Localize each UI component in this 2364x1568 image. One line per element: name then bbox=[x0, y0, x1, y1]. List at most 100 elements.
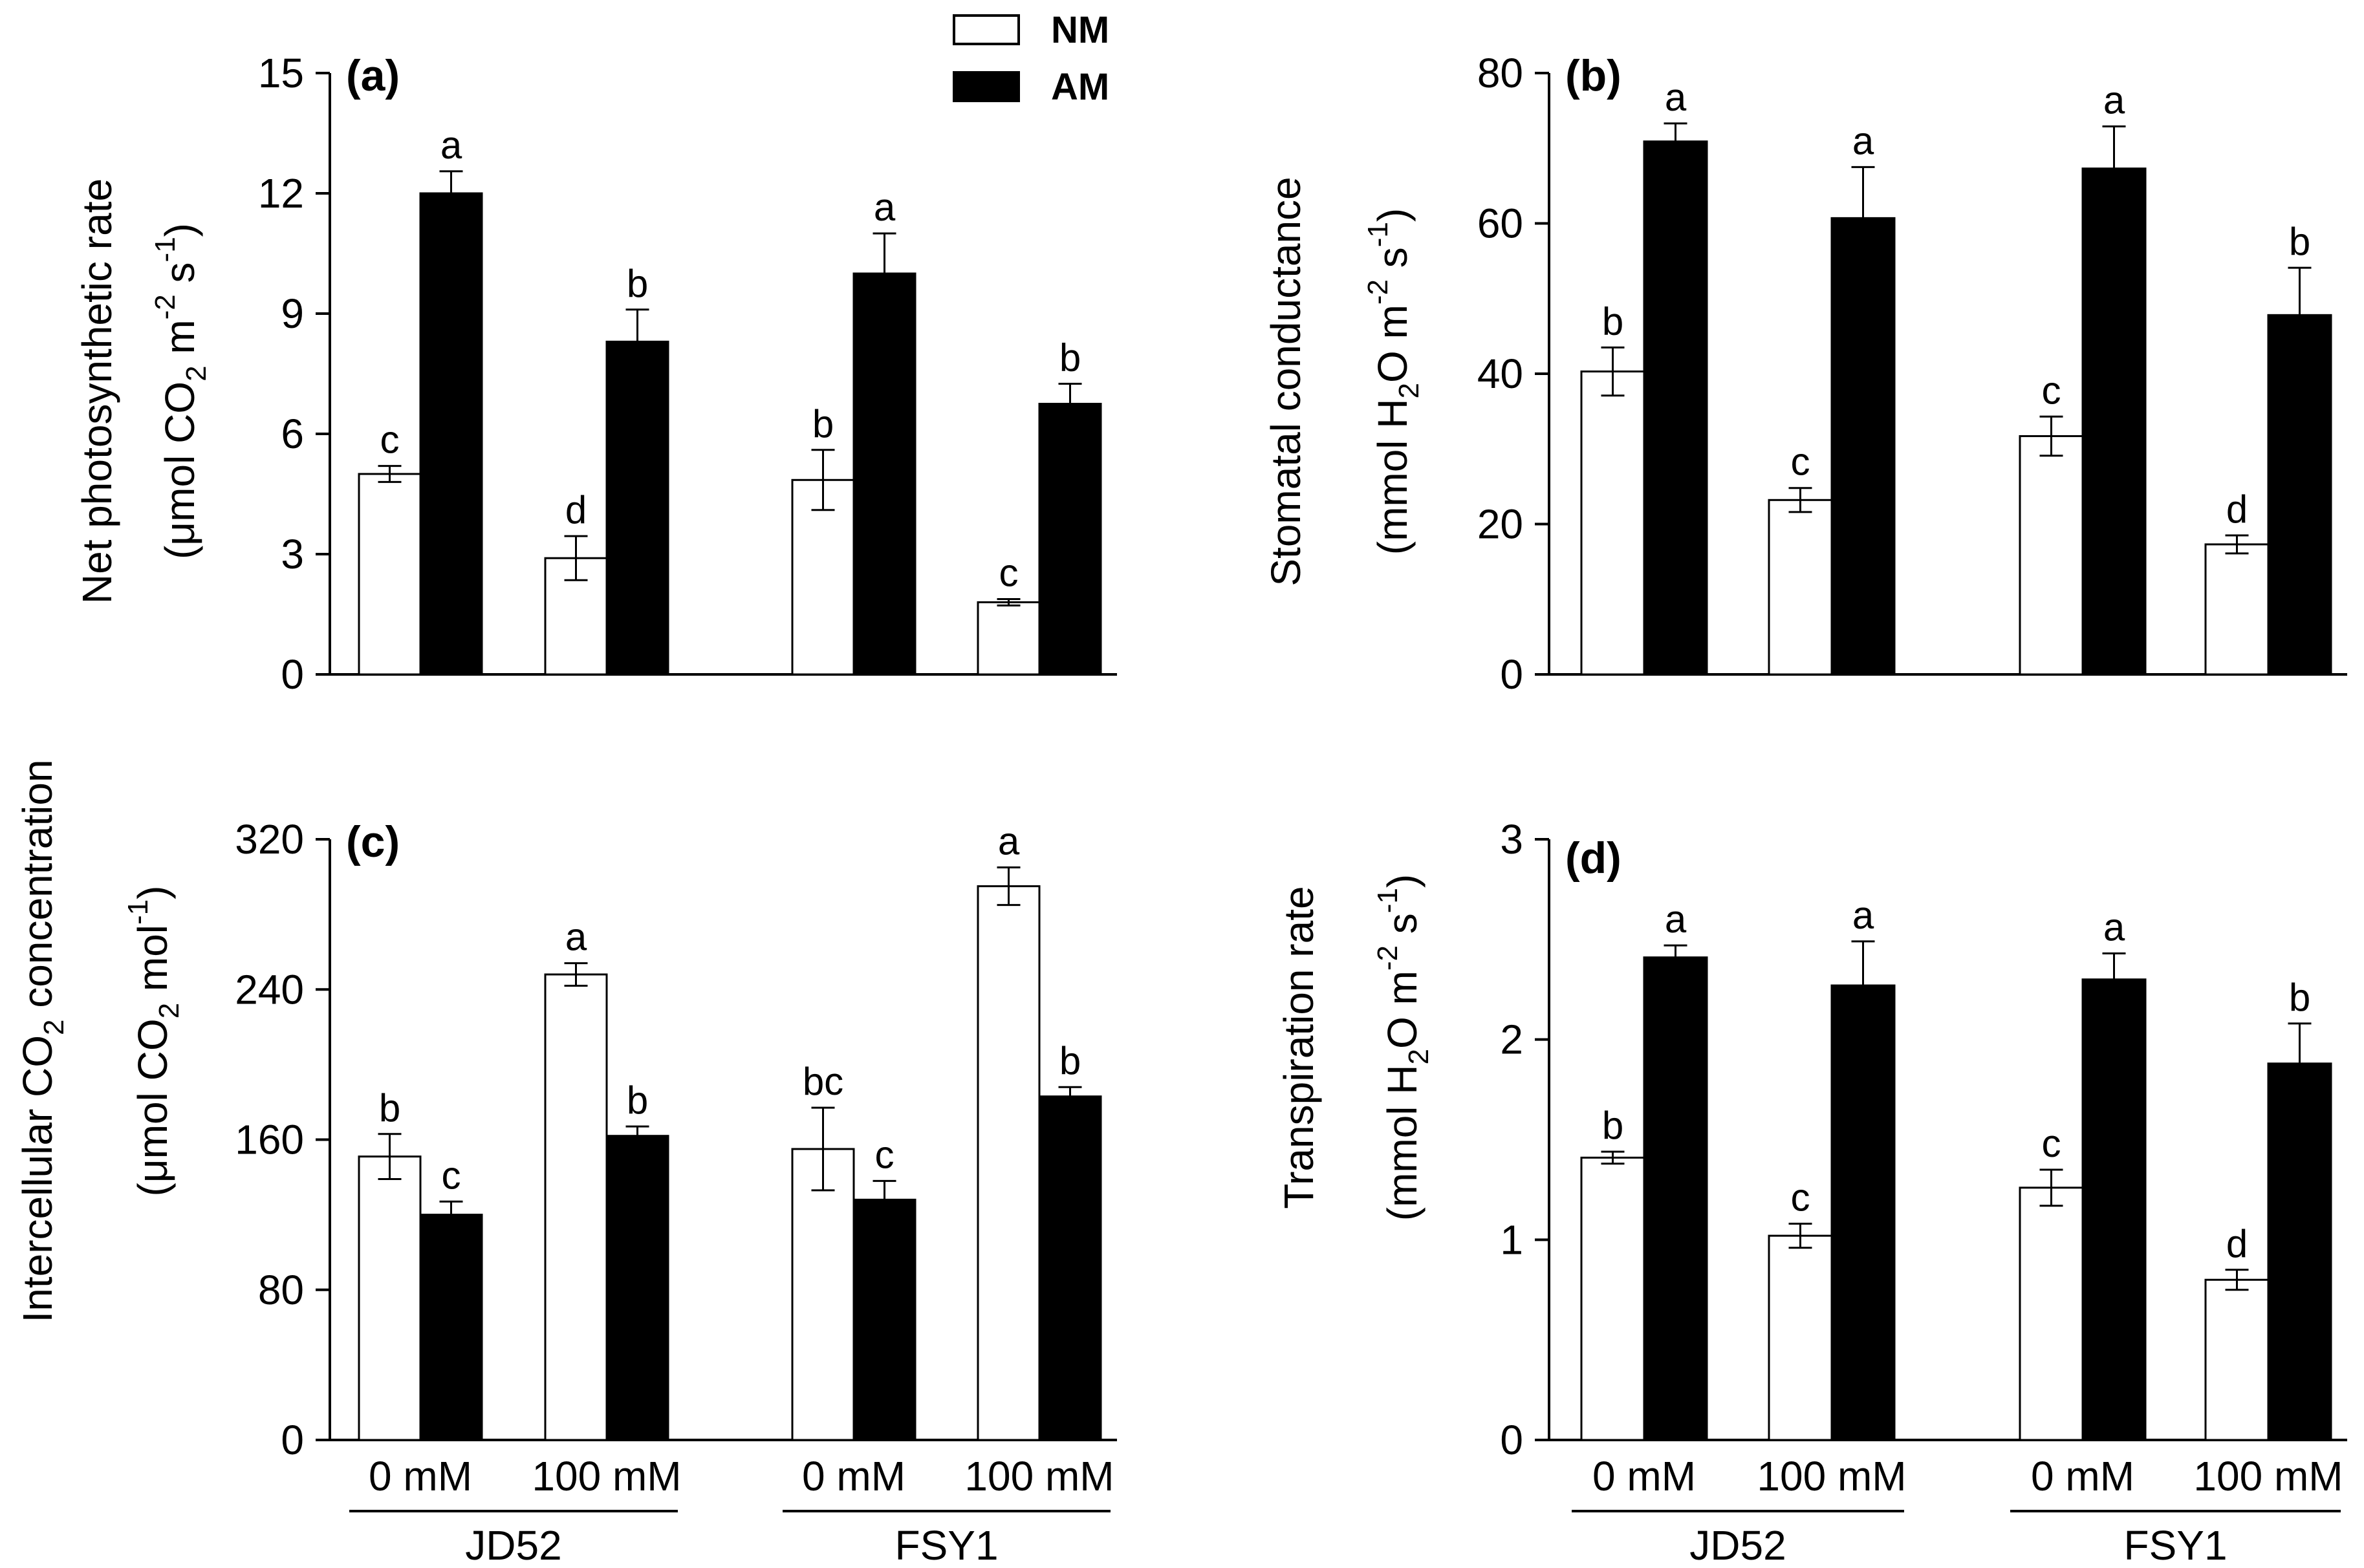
panel-c-tag: (c) bbox=[346, 817, 400, 866]
bar-am bbox=[419, 192, 483, 676]
panel-a-ylabel-line1: Net photosynthetic rate bbox=[74, 178, 120, 604]
y-tick-label: 2 bbox=[1500, 1016, 1523, 1063]
y-tick-label: 160 bbox=[235, 1117, 304, 1163]
bar-am bbox=[605, 1135, 669, 1441]
significance-label: b bbox=[812, 402, 834, 446]
significance-label: a bbox=[1665, 897, 1687, 941]
significance-label: a bbox=[440, 124, 462, 167]
treatment-label: 0 mM bbox=[369, 1453, 472, 1499]
bar-nm bbox=[1768, 499, 1833, 676]
panel-a: (a) Net photosynthetic rate (μmol CO2 m-… bbox=[74, 50, 1117, 698]
bar-nm bbox=[2019, 1187, 2084, 1441]
y-tick-label: 6 bbox=[281, 411, 304, 457]
legend-swatch-nm bbox=[953, 14, 1020, 45]
bar-am bbox=[1643, 956, 1708, 1441]
significance-label: b bbox=[2289, 220, 2310, 263]
y-tick-label: 60 bbox=[1477, 200, 1523, 247]
treatment-label: 100 mM bbox=[532, 1453, 681, 1499]
significance-label: d bbox=[2226, 488, 2248, 531]
significance-label: b bbox=[379, 1086, 400, 1130]
y-tick-label: 0 bbox=[1500, 1417, 1523, 1463]
significance-label: a bbox=[2103, 906, 2125, 949]
bar-nm bbox=[1580, 1156, 1645, 1441]
bar-am bbox=[1038, 1095, 1102, 1441]
bar-am bbox=[852, 272, 916, 676]
panel-a-ylabel-line2: (μmol CO2 m-2 s-1) bbox=[149, 223, 212, 559]
bar-am bbox=[2267, 1062, 2332, 1441]
bar-am bbox=[1830, 984, 1896, 1441]
significance-label: b bbox=[1059, 1039, 1081, 1082]
bar-am bbox=[1038, 403, 1102, 676]
bar-am bbox=[1830, 217, 1896, 676]
bar-nm bbox=[1580, 371, 1645, 676]
significance-label: a bbox=[1852, 119, 1874, 162]
panel-b: (b) Stomatal conductance (mmol H2O m-2 s… bbox=[1263, 50, 2347, 698]
significance-label: d bbox=[565, 488, 587, 532]
significance-label: c bbox=[442, 1154, 461, 1197]
treatment-label: 100 mM bbox=[964, 1453, 1114, 1499]
significance-label: b bbox=[1602, 299, 1623, 343]
bar-am bbox=[852, 1198, 916, 1441]
panel-d: (d) Transpiration rate (mmol H2O m-2 s-1… bbox=[1275, 816, 2347, 1568]
bar-am bbox=[419, 1214, 483, 1441]
legend-label-nm: NM bbox=[1051, 9, 1109, 51]
y-tick-label: 0 bbox=[1500, 651, 1523, 698]
y-tick-label: 0 bbox=[281, 1417, 304, 1463]
y-tick-label: 12 bbox=[258, 170, 304, 217]
significance-label: b bbox=[1059, 336, 1081, 380]
y-tick-label: 40 bbox=[1477, 350, 1523, 397]
significance-label: a bbox=[874, 186, 896, 229]
legend-swatch-am bbox=[953, 71, 1020, 102]
bar-am bbox=[605, 340, 669, 676]
bar-am bbox=[2081, 978, 2147, 1441]
significance-label: a bbox=[998, 820, 1020, 863]
significance-label: d bbox=[2226, 1222, 2248, 1265]
y-tick-label: 9 bbox=[281, 290, 304, 337]
bar-am bbox=[2081, 167, 2147, 676]
y-tick-label: 3 bbox=[1500, 816, 1523, 863]
y-tick-label: 15 bbox=[258, 50, 304, 96]
y-tick-label: 1 bbox=[1500, 1216, 1523, 1263]
cultivar-label: JD52 bbox=[1689, 1522, 1786, 1568]
significance-label: c bbox=[2042, 369, 2061, 412]
significance-label: c bbox=[1791, 440, 1810, 484]
bar-nm bbox=[358, 1155, 422, 1441]
bar-nm bbox=[2019, 435, 2084, 676]
treatment-label: 100 mM bbox=[1757, 1453, 1906, 1499]
panel-b-ylabel-line1: Stomatal conductance bbox=[1263, 177, 1309, 586]
bar-nm bbox=[358, 473, 422, 676]
panel-b-ylabel-line2: (mmol H2O m-2 s-1) bbox=[1362, 208, 1425, 555]
cultivar-label: FSY1 bbox=[2123, 1522, 2227, 1568]
y-tick-label: 20 bbox=[1477, 501, 1523, 548]
significance-label: b bbox=[627, 1079, 648, 1122]
panel-d-ylabel-line1: Transpiration rate bbox=[1275, 886, 1322, 1208]
bar-am bbox=[2267, 314, 2332, 676]
y-tick-label: 80 bbox=[258, 1267, 304, 1313]
legend-label-am: AM bbox=[1051, 66, 1109, 108]
treatment-label: 0 mM bbox=[1592, 1453, 1696, 1499]
panel-b-tag: (b) bbox=[1565, 51, 1621, 100]
significance-label: b bbox=[627, 262, 648, 305]
significance-label: a bbox=[2103, 79, 2125, 122]
significance-label: a bbox=[1665, 76, 1687, 119]
treatment-label: 100 mM bbox=[2193, 1453, 2343, 1499]
cultivar-label: FSY1 bbox=[895, 1522, 998, 1568]
y-tick-label: 80 bbox=[1477, 50, 1523, 96]
panel-c-ylabel-line1: Intercellular CO2 concentration bbox=[14, 759, 70, 1322]
significance-label: c bbox=[1791, 1176, 1810, 1219]
significance-label: bc bbox=[803, 1060, 843, 1103]
bar-nm bbox=[791, 1148, 855, 1441]
y-tick-label: 320 bbox=[235, 816, 304, 863]
bar-nm bbox=[1768, 1234, 1833, 1441]
significance-label: c bbox=[2042, 1122, 2061, 1165]
bar-am bbox=[1643, 140, 1708, 676]
significance-label: a bbox=[1852, 894, 1874, 937]
significance-label: c bbox=[999, 551, 1019, 594]
significance-label: c bbox=[875, 1133, 895, 1176]
legend: NM AM bbox=[953, 9, 1109, 108]
bar-nm bbox=[2204, 543, 2270, 676]
cultivar-label: JD52 bbox=[465, 1522, 561, 1568]
y-tick-label: 0 bbox=[281, 651, 304, 698]
bar-nm bbox=[2204, 1278, 2270, 1441]
